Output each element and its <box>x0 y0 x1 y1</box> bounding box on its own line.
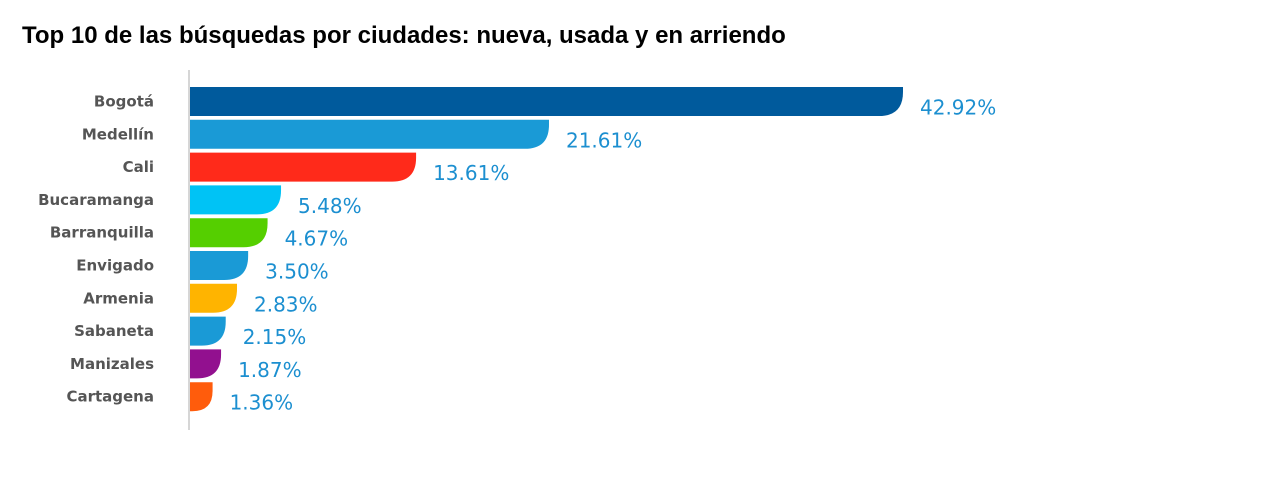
chart-title: Top 10 de las búsquedas por ciudades: nu… <box>22 22 786 49</box>
category-label-sabaneta: Sabaneta <box>74 322 154 340</box>
category-label-armenia: Armenia <box>83 289 154 307</box>
value-labels: 42.92% 21.61% 13.61% 5.48% 4.67% 3.50% 2.83% 2.… <box>230 96 997 415</box>
bar-medellin <box>190 119 549 149</box>
value-label-medellin: 21.61% <box>566 128 642 152</box>
value-label-armenia: 2.83% <box>254 292 318 316</box>
bar-bogota <box>190 87 903 116</box>
bar-barranquilla <box>190 218 268 248</box>
value-label-cali: 13.61% <box>433 161 509 185</box>
value-label-cartagena: 1.36% <box>230 391 294 415</box>
value-label-manizales: 1.87% <box>238 358 302 382</box>
value-label-barranquilla: 4.67% <box>285 227 349 251</box>
value-label-bucaramanga: 5.48% <box>298 194 362 218</box>
bars-group <box>190 87 903 412</box>
bar-armenia <box>190 283 238 313</box>
category-label-barranquilla: Barranquilla <box>50 224 154 242</box>
category-label-manizales: Manizales <box>70 355 154 373</box>
category-label-bucaramanga: Bucaramanga <box>38 191 154 209</box>
category-label-cali: Cali <box>123 158 154 176</box>
bar-sabaneta <box>190 316 226 346</box>
value-label-envigado: 3.50% <box>265 260 329 284</box>
bar-bucaramanga <box>190 185 282 215</box>
category-label-cartagena: Cartagena <box>66 388 154 406</box>
category-label-medellin: Medellín <box>82 125 154 143</box>
category-label-envigado: Envigado <box>76 257 154 275</box>
category-label-bogota: Bogotá <box>94 93 154 111</box>
value-label-bogota: 42.92% <box>920 96 996 120</box>
bar-manizales <box>190 349 222 379</box>
value-label-sabaneta: 2.15% <box>243 325 307 349</box>
bar-envigado <box>190 251 249 280</box>
category-labels: Bogotá Medellín Cali Bucaramanga Barranquill… <box>38 93 154 406</box>
bar-cartagena <box>190 382 213 412</box>
bar-cali <box>190 152 417 182</box>
